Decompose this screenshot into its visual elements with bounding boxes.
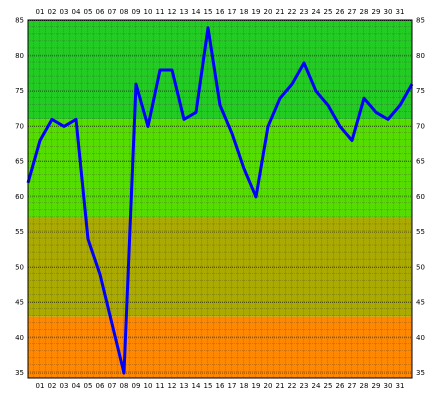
x-tick-label: 15 (204, 382, 213, 390)
x-tick-label-top: 22 (288, 8, 297, 16)
x-tick-label-top: 28 (360, 8, 369, 16)
x-tick-label-top: 15 (204, 8, 213, 16)
x-tick-label: 21 (276, 382, 285, 390)
x-tick-label: 10 (144, 382, 153, 390)
y-tick-label-right: 60 (416, 193, 425, 201)
y-tick-label: 50 (15, 263, 24, 271)
y-tick-label-right: 50 (416, 263, 425, 271)
x-tick-label: 04 (72, 382, 81, 390)
minor-grid (28, 20, 412, 378)
y-tick-label-right: 70 (416, 122, 425, 130)
x-tick-label: 27 (348, 382, 357, 390)
x-tick-label-top: 21 (276, 8, 285, 16)
x-tick-label-top: 25 (324, 8, 333, 16)
x-tick-label: 24 (312, 382, 321, 390)
x-tick-label-top: 20 (264, 8, 273, 16)
y-tick-label-right: 80 (416, 52, 425, 60)
x-tick-label-top: 19 (252, 8, 261, 16)
y-tick-label-right: 65 (416, 158, 425, 166)
x-tick-label: 01 (36, 382, 45, 390)
y-tick-label-right: 45 (416, 299, 425, 307)
x-tick-label-top: 24 (312, 8, 321, 16)
x-tick-label: 07 (108, 382, 117, 390)
x-tick-label: 13 (180, 382, 189, 390)
x-tick-label-top: 31 (396, 8, 405, 16)
x-tick-label: 02 (48, 382, 57, 390)
x-tick-label: 09 (132, 382, 141, 390)
y-tick-label-right: 40 (416, 334, 425, 342)
y-tick-label-right: 55 (416, 228, 425, 236)
y-tick-label: 60 (15, 193, 24, 201)
x-tick-label-top: 02 (48, 8, 57, 16)
x-tick-label-top: 05 (84, 8, 93, 16)
x-tick-label-top: 11 (156, 8, 165, 16)
y-tick-label: 80 (15, 52, 24, 60)
x-tick-label: 31 (396, 382, 405, 390)
x-tick-label-top: 27 (348, 8, 357, 16)
x-tick-label-top: 10 (144, 8, 153, 16)
x-tick-label: 25 (324, 382, 333, 390)
plot-frame (27, 19, 413, 379)
x-tick-label-top: 04 (72, 8, 81, 16)
y-tick-label-right: 35 (416, 369, 425, 377)
x-tick-label-top: 03 (60, 8, 69, 16)
x-tick-label-top: 16 (216, 8, 225, 16)
x-tick-label: 19 (252, 382, 261, 390)
y-tick-label: 35 (15, 369, 24, 377)
data-line (26, 26, 414, 375)
y-tick-label: 55 (15, 228, 24, 236)
x-tick-label: 18 (240, 382, 249, 390)
x-tick-label-top: 18 (240, 8, 249, 16)
x-tick-label-top: 08 (120, 8, 129, 16)
x-tick-label-top: 07 (108, 8, 117, 16)
x-tick-label: 14 (192, 382, 201, 390)
x-tick-label: 29 (372, 382, 381, 390)
y-tick-label-right: 85 (416, 17, 425, 25)
x-tick-label: 12 (168, 382, 177, 390)
x-tick-label-top: 26 (336, 8, 345, 16)
x-tick-label-top: 06 (96, 8, 105, 16)
x-tick-label: 05 (84, 382, 93, 390)
x-tick-label-top: 29 (372, 8, 381, 16)
x-tick-label-top: 14 (192, 8, 201, 16)
x-tick-label: 30 (384, 382, 393, 390)
y-tick-label: 45 (15, 299, 24, 307)
y-tick-label: 40 (15, 334, 24, 342)
y-tick-label-right: 75 (416, 87, 425, 95)
x-tick-label: 22 (288, 382, 297, 390)
x-tick-label-top: 09 (132, 8, 141, 16)
x-tick-label: 28 (360, 382, 369, 390)
x-tick-label: 06 (96, 382, 105, 390)
x-tick-label-top: 23 (300, 8, 309, 16)
x-tick-label-top: 30 (384, 8, 393, 16)
x-tick-label: 08 (120, 382, 129, 390)
x-tick-label-top: 17 (228, 8, 237, 16)
x-tick-label: 17 (228, 382, 237, 390)
x-tick-label-top: 13 (180, 8, 189, 16)
x-tick-label: 23 (300, 382, 309, 390)
y-tick-label: 70 (15, 122, 24, 130)
y-tick-label: 75 (15, 87, 24, 95)
x-tick-label-top: 01 (36, 8, 45, 16)
x-tick-label: 03 (60, 382, 69, 390)
y-tick-label: 65 (15, 158, 24, 166)
x-tick-label: 20 (264, 382, 273, 390)
x-tick-label: 11 (156, 382, 165, 390)
y-tick-label: 85 (15, 17, 24, 25)
x-tick-label-top: 12 (168, 8, 177, 16)
x-tick-label: 16 (216, 382, 225, 390)
x-tick-label: 26 (336, 382, 345, 390)
